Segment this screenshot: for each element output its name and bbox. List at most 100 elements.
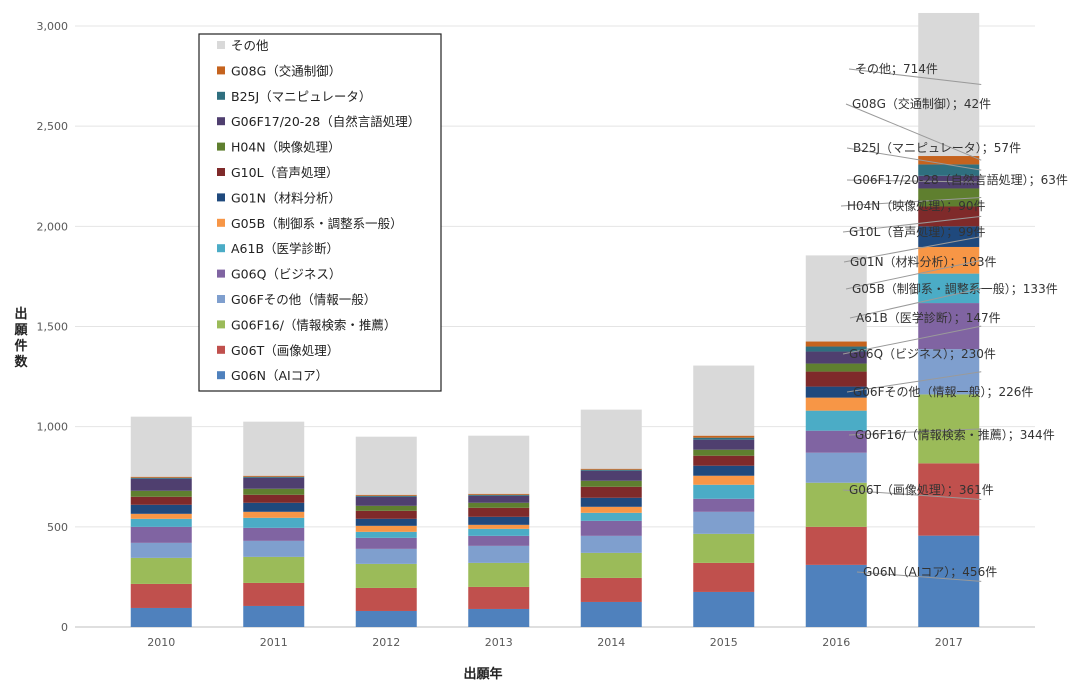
bar-segment bbox=[805, 410, 867, 431]
leader-line bbox=[846, 371, 982, 393]
bars bbox=[130, 12, 980, 627]
y-tick-label: 3,000 bbox=[37, 20, 69, 33]
leader-line bbox=[849, 287, 982, 319]
legend-label: G06T（画像処理） bbox=[231, 343, 339, 358]
data-label: その他；714件 bbox=[855, 62, 938, 76]
bar-segment bbox=[805, 452, 867, 483]
bar-segment bbox=[805, 397, 867, 411]
bar-segment bbox=[580, 468, 642, 470]
bar-segment bbox=[805, 363, 867, 372]
x-tick-label: 2017 bbox=[935, 636, 963, 649]
x-tick-label: 2014 bbox=[597, 636, 625, 649]
bar-segment bbox=[355, 510, 417, 519]
bar-segment bbox=[805, 386, 867, 398]
bar-segment bbox=[130, 477, 192, 479]
bar-segment bbox=[693, 591, 755, 627]
bar-segment bbox=[355, 495, 417, 497]
bar-segment bbox=[243, 502, 305, 512]
data-label: G06Q（ビジネス）；230件 bbox=[849, 347, 996, 361]
bar-segment bbox=[693, 475, 755, 485]
bar-segment bbox=[580, 601, 642, 627]
legend-swatch bbox=[217, 218, 225, 227]
bar-segment bbox=[355, 548, 417, 564]
bar-segment bbox=[580, 470, 642, 481]
bar-segment bbox=[355, 496, 417, 506]
bar-segment bbox=[693, 533, 755, 563]
bar-segment bbox=[580, 469, 642, 471]
bar-segment bbox=[243, 511, 305, 518]
bar-segment bbox=[468, 524, 530, 529]
bar-segment bbox=[468, 435, 530, 494]
data-label: B25J（マニピュレータ）；57件 bbox=[853, 141, 1021, 155]
bar-segment bbox=[468, 528, 530, 536]
bar-segment bbox=[468, 608, 530, 627]
y-tick-label: 0 bbox=[61, 621, 68, 634]
axes: 出願年 0 500 1,000 1,500 2,000 2,500 3,000 出願件数 201… bbox=[14, 20, 962, 682]
bar-segment bbox=[580, 486, 642, 498]
data-label: G06F16/（情報検索・推薦）；344件 bbox=[855, 428, 1055, 442]
x-axis-title: 出願年 bbox=[463, 666, 502, 682]
bar-segment bbox=[468, 502, 530, 508]
bar-segment bbox=[130, 542, 192, 558]
bar-segment bbox=[580, 535, 642, 553]
bar-segment bbox=[580, 409, 642, 469]
y-tick-label: 2,500 bbox=[37, 120, 69, 133]
legend-swatch bbox=[217, 193, 225, 202]
legend: その他 G08G（交通制御） B25J（マニピュレータ） G06F17/20-28（自… bbox=[198, 33, 442, 392]
bar-segment bbox=[468, 495, 530, 503]
bar-segment bbox=[468, 545, 530, 563]
bar-segment bbox=[130, 518, 192, 527]
legend-swatch bbox=[217, 91, 225, 100]
leader-line bbox=[843, 236, 982, 263]
bar-segment bbox=[918, 164, 980, 176]
bar-segment bbox=[918, 156, 980, 165]
data-label: G05B（制御系・調整系一般）；133件 bbox=[852, 281, 1058, 296]
bar-segment bbox=[243, 421, 305, 476]
legend-swatch bbox=[217, 345, 225, 354]
bar-segment bbox=[805, 430, 867, 453]
bar-segment bbox=[130, 416, 192, 477]
bar-segment bbox=[243, 476, 305, 478]
bar-segment bbox=[918, 463, 980, 536]
bar-segment bbox=[243, 556, 305, 583]
bar-segment bbox=[693, 511, 755, 534]
bar-segment bbox=[918, 175, 980, 189]
data-label: G08G（交通制御）；42件 bbox=[852, 96, 991, 111]
bar-segment bbox=[355, 563, 417, 588]
bar-segment bbox=[468, 493, 530, 495]
data-label: H04N（映像処理）；90件 bbox=[847, 199, 986, 213]
bar-segment bbox=[805, 482, 867, 527]
bar-segment bbox=[468, 535, 530, 546]
y-tick-label: 1,500 bbox=[37, 321, 69, 334]
legend-label: G06F17/20-28（自然言語処理） bbox=[231, 114, 420, 129]
legend-label: その他 bbox=[231, 38, 269, 53]
bar-segment bbox=[693, 498, 755, 512]
bar-segment bbox=[130, 496, 192, 505]
bar-segment bbox=[693, 484, 755, 499]
bar-segment bbox=[805, 526, 867, 565]
bar-segment bbox=[918, 535, 980, 627]
bar-segment bbox=[130, 476, 192, 478]
bar-segment bbox=[918, 246, 980, 274]
bar-segment bbox=[130, 490, 192, 497]
bar-segment bbox=[805, 255, 867, 342]
x-tick-label: 2012 bbox=[372, 636, 400, 649]
bar-segment bbox=[130, 526, 192, 543]
legend-label: G06Q（ビジネス） bbox=[231, 267, 341, 282]
bar-segment bbox=[918, 188, 980, 207]
bar-segment bbox=[130, 504, 192, 514]
legend-swatch bbox=[217, 66, 225, 75]
data-label: G06N（AIコア）；456件 bbox=[863, 565, 997, 579]
legend-swatch bbox=[217, 142, 225, 151]
bar-segment bbox=[243, 494, 305, 503]
legend-label: A61B（医学診断） bbox=[231, 241, 339, 256]
legend-label: G06Fその他（情報一般） bbox=[231, 292, 376, 307]
bar-segment bbox=[918, 349, 980, 395]
annotations: その他；714件 G08G（交通制御）；42件 B25J（マニピュレータ）；57件 G… bbox=[840, 62, 1068, 582]
x-tick-label: 2010 bbox=[147, 636, 175, 649]
bar-segment bbox=[243, 517, 305, 528]
bar-segment bbox=[130, 557, 192, 584]
data-label: G06F17/20-28（自然言語処理）；63件 bbox=[853, 172, 1068, 187]
bar-segment bbox=[918, 226, 980, 247]
